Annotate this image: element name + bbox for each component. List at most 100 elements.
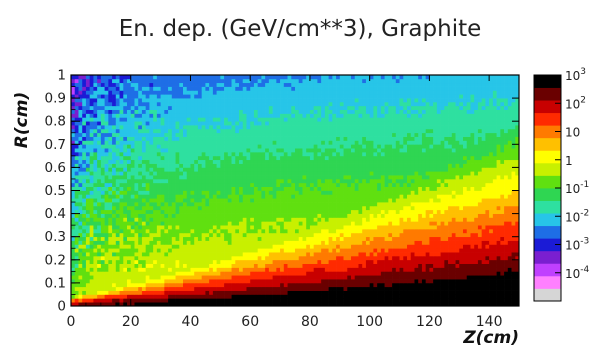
- heatmap-cell: [112, 294, 117, 299]
- heatmap-cell: [287, 213, 292, 218]
- heatmap-cell: [298, 148, 303, 153]
- heatmap-cell: [324, 221, 329, 226]
- heatmap-cell: [298, 178, 303, 184]
- heatmap-cell: [309, 155, 315, 161]
- heatmap-cell: [246, 202, 251, 207]
- heatmap-cell: [123, 282, 128, 288]
- heatmap-cell: [511, 271, 516, 276]
- heatmap-cell: [250, 279, 255, 284]
- heatmap-cell: [168, 175, 173, 180]
- heatmap-cell: [317, 290, 322, 295]
- heatmap-cell: [496, 209, 501, 214]
- heatmap-cell: [362, 194, 367, 199]
- heatmap-cell: [145, 240, 150, 245]
- heatmap-cell: [291, 155, 296, 161]
- heatmap-cell: [414, 190, 419, 195]
- heatmap-cell: [336, 279, 341, 284]
- heatmap-cell: [283, 279, 288, 284]
- heatmap-cell: [123, 225, 128, 230]
- heatmap-cell: [354, 213, 359, 218]
- heatmap-cell: [212, 221, 217, 226]
- heatmap-cell: [324, 217, 329, 222]
- heatmap-cell: [287, 244, 292, 249]
- heatmap-cell: [429, 171, 434, 176]
- heatmap-cell: [474, 275, 479, 280]
- heatmap-cell: [451, 178, 456, 184]
- heatmap-cell: [309, 271, 315, 276]
- heatmap-cell: [511, 298, 516, 303]
- heatmap-cell: [489, 213, 494, 218]
- heatmap-cell: [309, 279, 315, 284]
- heatmap-cell: [194, 236, 199, 241]
- heatmap-cell: [365, 213, 371, 218]
- heatmap-cell: [104, 163, 109, 168]
- heatmap-cell: [392, 190, 397, 195]
- heatmap-cell: [145, 167, 150, 172]
- heatmap-cell: [160, 255, 165, 261]
- heatmap-cell: [78, 221, 83, 226]
- heatmap-cell: [156, 244, 161, 249]
- heatmap-cell: [481, 175, 486, 180]
- heatmap-cell: [302, 225, 307, 230]
- heatmap-cell: [410, 171, 415, 176]
- heatmap-cell: [339, 194, 344, 199]
- heatmap-cell: [511, 290, 516, 295]
- heatmap-cell: [261, 186, 266, 191]
- heatmap-cell: [328, 205, 333, 211]
- heatmap-cell: [317, 255, 322, 261]
- heatmap-cell: [168, 198, 173, 203]
- heatmap-cell: [183, 217, 188, 222]
- heatmap-cell: [168, 282, 173, 288]
- heatmap-cell: [257, 194, 262, 199]
- heatmap-cell: [123, 236, 128, 241]
- heatmap-cell: [489, 171, 494, 176]
- heatmap-cell: [250, 244, 255, 249]
- heatmap-cell: [197, 248, 203, 253]
- heatmap-cell: [71, 267, 76, 272]
- heatmap-cell: [343, 144, 348, 149]
- heatmap-cell: [496, 236, 501, 241]
- heatmap-cell: [168, 178, 173, 184]
- heatmap-cell: [119, 267, 124, 272]
- heatmap-cell: [257, 248, 262, 253]
- heatmap-cell: [309, 225, 315, 230]
- heatmap-cell: [429, 236, 434, 241]
- heatmap-cell: [373, 178, 378, 184]
- heatmap-cell: [100, 190, 105, 195]
- heatmap-cell: [194, 286, 199, 291]
- heatmap-cell: [332, 259, 337, 264]
- heatmap-cell: [253, 213, 259, 218]
- heatmap-cell: [216, 290, 221, 295]
- heatmap-cell: [459, 186, 464, 191]
- heatmap-cell: [485, 236, 490, 241]
- heatmap-cell: [272, 279, 277, 284]
- heatmap-cell: [134, 298, 139, 303]
- heatmap-cell: [436, 213, 441, 218]
- heatmap-cell: [268, 159, 273, 164]
- heatmap-cell: [324, 152, 329, 157]
- heatmap-cell: [160, 144, 165, 149]
- heatmap-cell: [339, 205, 344, 211]
- heatmap-cell: [242, 159, 247, 164]
- heatmap-cell: [283, 229, 288, 234]
- heatmap-cell: [93, 171, 98, 176]
- heatmap-cell: [291, 213, 296, 218]
- heatmap-cell: [231, 159, 236, 164]
- heatmap-cell: [78, 279, 83, 284]
- heatmap-cell: [138, 267, 143, 272]
- heatmap-cell: [433, 182, 438, 187]
- heatmap-cell: [496, 178, 501, 184]
- heatmap-cell: [85, 202, 91, 207]
- heatmap-cell: [246, 275, 251, 280]
- heatmap-cell: [280, 302, 285, 307]
- heatmap-cell: [351, 244, 356, 249]
- heatmap-cell: [425, 159, 430, 164]
- heatmap-cell: [171, 194, 176, 199]
- heatmap-cell: [343, 221, 348, 226]
- heatmap-cell: [283, 298, 288, 303]
- heatmap-cell: [418, 259, 423, 264]
- heatmap-cell: [261, 148, 266, 153]
- heatmap-cell: [194, 148, 199, 153]
- heatmap-cell: [250, 259, 255, 264]
- heatmap-cell: [231, 267, 236, 272]
